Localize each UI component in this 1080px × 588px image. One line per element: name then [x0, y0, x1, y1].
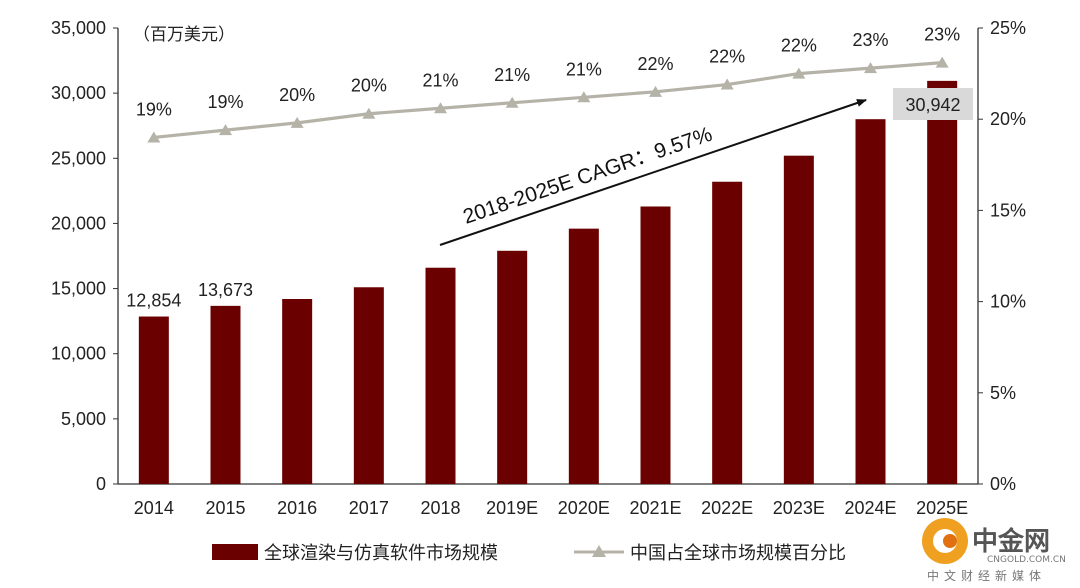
- watermark-logo: 中金网 CNGOLD.COM.CN 中文财经新媒体: [922, 518, 1066, 583]
- bar: [138, 316, 169, 484]
- y-right-tick-label: 20%: [990, 109, 1026, 129]
- y-right-tick-label: 0%: [990, 474, 1016, 494]
- line-data-label: 22%: [637, 54, 673, 74]
- line-point-marker: [434, 102, 447, 114]
- bar: [927, 80, 958, 485]
- line-data-label: 21%: [422, 70, 458, 90]
- unit-label: （百万美元）: [133, 25, 235, 45]
- y-left-tick-label: 0: [96, 474, 106, 494]
- x-tick-label: 2021E: [629, 498, 681, 518]
- line-data-label: 20%: [351, 76, 387, 96]
- line-point-marker: [362, 107, 376, 119]
- x-tick-label: 2019E: [486, 498, 538, 518]
- series-line: [153, 61, 943, 140]
- axes: 0 5,000 10,000 15,000 20,000 25,000 30,000 35,0…: [51, 18, 1026, 518]
- x-tick-label: 2018: [420, 498, 460, 518]
- bar: [497, 250, 528, 484]
- line-data-label: 23%: [924, 25, 960, 45]
- bar-series: [138, 80, 958, 485]
- bar: [353, 287, 384, 484]
- data-labels: 12,854 13,673 30,942 19% 19% 20% 20% 21% 21% 21% 2…: [126, 25, 973, 311]
- x-tick-label: 2020E: [558, 498, 610, 518]
- bar: [640, 206, 671, 484]
- line-data-label: 21%: [566, 59, 602, 79]
- line-data-label: 19%: [207, 92, 243, 112]
- y-left-tick-label: 30,000: [51, 83, 106, 103]
- x-tick-label: 2015: [205, 498, 245, 518]
- watermark-tagline: 中文财经新媒体: [927, 568, 1046, 583]
- line-data-label: 22%: [781, 36, 817, 56]
- watermark-brand: 中金网: [972, 526, 1050, 557]
- bar: [783, 155, 814, 484]
- bar: [855, 119, 886, 484]
- bar-data-label: 12,854: [126, 291, 181, 311]
- y-left-tick-label: 5,000: [61, 409, 106, 429]
- cagr-arrow: [439, 99, 867, 246]
- y-right-tick-label: 5%: [990, 383, 1016, 403]
- watermark-domain: CNGOLD.COM.CN: [987, 555, 1066, 565]
- bar: [568, 228, 599, 484]
- x-tick-label: 2022E: [701, 498, 753, 518]
- y-right-tick-label: 25%: [990, 18, 1026, 38]
- line-point-marker: [219, 124, 232, 136]
- line-point-marker: [505, 96, 519, 108]
- x-tick-label: 2025E: [916, 498, 968, 518]
- cagr-annotation: 2018-2025E CAGR：9.57%: [460, 123, 715, 229]
- line-point-marker: [649, 85, 662, 97]
- line-series: [147, 56, 949, 143]
- line-point-marker: [147, 131, 161, 143]
- bar: [712, 181, 743, 485]
- legend-swatch-bar: [212, 544, 258, 560]
- bar-data-label: 30,942: [905, 95, 960, 115]
- bar: [210, 305, 241, 484]
- bar-data-label: 13,673: [198, 280, 253, 300]
- bar: [425, 267, 456, 484]
- line-point-marker: [792, 67, 806, 79]
- y-left-tick-label: 15,000: [51, 279, 106, 299]
- legend-triangle-marker: [592, 545, 606, 557]
- x-tick-label: 2017: [349, 498, 389, 518]
- line-data-label: 19%: [136, 99, 172, 119]
- line-point-marker: [720, 78, 734, 90]
- y-left-tick-label: 35,000: [51, 18, 106, 38]
- x-tick-label: 2024E: [844, 498, 896, 518]
- y-left-tick-label: 25,000: [51, 148, 106, 168]
- line-data-label: 23%: [852, 30, 888, 50]
- x-tick-label: 2023E: [773, 498, 825, 518]
- data-label-highlight-box: [893, 88, 973, 120]
- x-tick-label: 2014: [134, 498, 174, 518]
- line-data-label: 22%: [709, 47, 745, 67]
- legend-label-bar: 全球渲染与仿真软件市场规模: [264, 543, 498, 564]
- legend-label-line: 中国占全球市场规模百分比: [630, 543, 846, 564]
- y-right-tick-label: 10%: [990, 292, 1026, 312]
- line-point-marker: [864, 62, 877, 74]
- line-point-marker: [935, 56, 949, 68]
- line-data-label: 21%: [494, 65, 530, 85]
- y-right-tick-label: 15%: [990, 200, 1026, 220]
- line-point-marker: [577, 91, 591, 103]
- x-tick-label: 2016: [277, 498, 317, 518]
- bar: [282, 298, 313, 484]
- legend: 全球渲染与仿真软件市场规模 中国占全球市场规模百分比: [212, 543, 846, 564]
- y-left-tick-label: 10,000: [51, 344, 106, 364]
- watermark-emblem-core: [943, 534, 957, 548]
- line-point-marker: [290, 116, 304, 128]
- y-left-tick-label: 20,000: [51, 213, 106, 233]
- line-data-label: 20%: [279, 85, 315, 105]
